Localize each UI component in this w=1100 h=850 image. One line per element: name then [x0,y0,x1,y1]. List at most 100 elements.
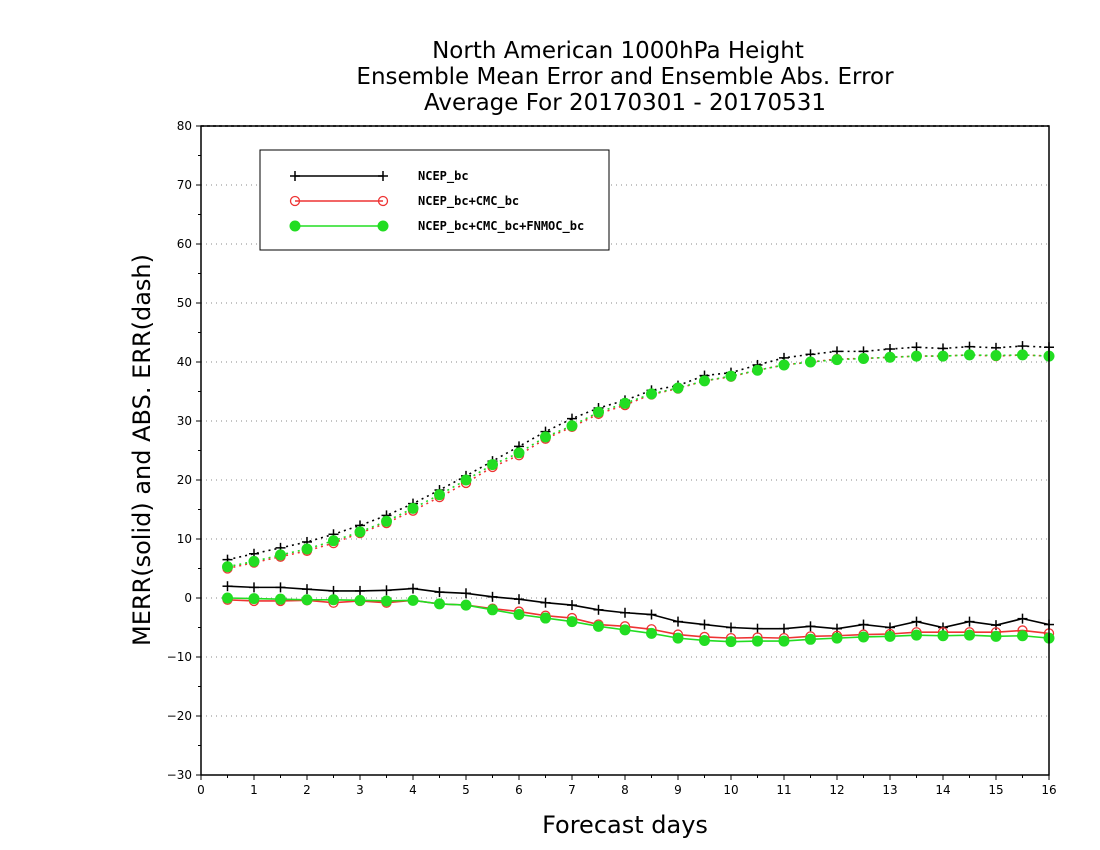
x-tick-label: 16 [1041,783,1056,797]
merr-point-ncep-bc-cmc-bc-fnmoc-bc [911,629,922,641]
merr-point-ncep-bc [381,585,392,596]
x-tick-label: 7 [568,783,576,797]
merr-point-ncep-bc [620,607,630,618]
abs-err-point-ncep-bc-cmc-bc-fnmoc-bc [858,352,869,364]
merr-point-ncep-bc-cmc-bc-fnmoc-bc [858,631,869,643]
merr-point-ncep-bc-cmc-bc-fnmoc-bc [725,636,737,648]
merr-point-ncep-bc-cmc-bc-fnmoc-bc [831,632,843,644]
abs-err-point-ncep-bc-cmc-bc-fnmoc-bc [699,375,710,387]
x-tick-label: 0 [197,783,205,797]
y-tick-label: 20 [177,473,192,487]
merr-point-ncep-bc-cmc-bc-fnmoc-bc [566,616,578,628]
merr-point-ncep-bc-cmc-bc-fnmoc-bc [434,598,445,610]
abs-err-point-ncep-bc-cmc-bc-fnmoc-bc [646,388,657,400]
y-tick-label: 30 [177,414,192,428]
merr-point-ncep-bc-cmc-bc-fnmoc-bc [805,633,816,645]
merr-point-ncep-bc-cmc-bc-fnmoc-bc [301,594,313,606]
merr-point-ncep-bc [434,587,445,598]
abs-err-point-ncep-bc-cmc-bc-fnmoc-bc [275,549,286,561]
merr-point-ncep-bc [964,616,975,627]
abs-err-point-ncep-bc-cmc-bc-fnmoc-bc [752,364,763,376]
merr-point-ncep-bc-cmc-bc-fnmoc-bc [275,593,286,605]
x-tick-label: 12 [829,783,844,797]
y-tick-label: 60 [177,237,192,251]
abs-err-point-ncep-bc-cmc-bc-fnmoc-bc [884,351,896,363]
legend-marker [377,195,389,207]
abs-err-point-ncep-bc-cmc-bc-fnmoc-bc [911,350,922,362]
abs-err-point-ncep-bc-cmc-bc-fnmoc-bc [222,561,233,573]
abs-err-point-ncep-bc-cmc-bc-fnmoc-bc [381,515,392,527]
x-axis-label: Forecast days [542,811,708,839]
abs-err-line-ncep-bc [227,345,1050,561]
abs-err-point-ncep-bc-cmc-bc-fnmoc-bc [434,489,445,501]
merr-point-ncep-bc [885,622,895,633]
y-tick-label: 10 [177,532,192,546]
merr-point-ncep-bc-cmc-bc-fnmoc-bc [699,634,710,646]
x-tick-label: 5 [462,783,470,797]
abs-err-point-ncep-bc-cmc-bc-fnmoc-bc [1017,349,1028,361]
abs-err-point-ncep-bc-cmc-bc-fnmoc-bc [407,502,419,514]
abs-err-point-ncep-bc-cmc-bc-fnmoc-bc [513,447,525,459]
series-ncep-bc-cmc-bc-fnmoc-bc [222,349,1055,648]
y-axis-label: MERR(solid) and ABS. ERR(dash) [128,254,156,646]
x-tick-label: 6 [515,783,523,797]
y-tick-label: 0 [184,591,192,605]
abs-err-point-ncep-bc-cmc-bc-fnmoc-bc [725,370,737,382]
merr-point-ncep-bc [1017,613,1028,624]
abs-err-point-ncep-bc-cmc-bc-fnmoc-bc [248,555,260,567]
merr-point-ncep-bc [461,588,471,599]
abs-err-point-ncep-bc-cmc-bc-fnmoc-bc [328,535,339,547]
merr-point-ncep-bc [911,616,922,627]
legend-label: NCEP_bc+CMC_bc+FNMOC_bc [418,219,584,234]
legend-box [259,149,610,251]
abs-err-point-ncep-bc-cmc-bc-fnmoc-bc [593,406,604,418]
merr-point-ncep-bc [275,582,286,593]
merr-point-ncep-bc [567,600,577,611]
merr-point-ncep-bc [355,585,365,596]
merr-point-ncep-bc [726,622,736,633]
merr-point-ncep-bc-cmc-bc-fnmoc-bc [672,632,684,644]
abs-err-point-ncep-bc-cmc-bc-fnmoc-bc [805,356,816,368]
legend: NCEP_bc NCEP_bc+CMC_bc NCEP_bc+CMC_bc+FNMO… [259,149,610,251]
merr-point-ncep-bc-cmc-bc-fnmoc-bc [884,630,896,642]
abs-err-point-ncep-bc-cmc-bc-fnmoc-bc [672,382,684,394]
merr-point-ncep-bc-cmc-bc-fnmoc-bc [752,635,763,647]
legend-label: NCEP_bc [418,169,469,184]
merr-point-ncep-bc-cmc-bc-fnmoc-bc [778,635,790,647]
merr-point-ncep-bc [858,619,869,630]
merr-point-ncep-bc [752,623,763,634]
y-tick-label: 50 [177,296,192,310]
x-tick-label: 4 [409,783,417,797]
merr-point-ncep-bc-cmc-bc-fnmoc-bc [460,599,472,611]
abs-err-point-ncep-bc-cmc-bc-fnmoc-bc [354,526,366,538]
merr-point-ncep-bc [249,582,259,593]
x-tick-label: 8 [621,783,629,797]
chart-title-line-1: North American 1000hPa Height [432,38,804,64]
x-tick-label: 1 [250,783,258,797]
y-tick-label: 40 [177,355,192,369]
merr-point-ncep-bc-cmc-bc-fnmoc-bc [964,629,975,641]
chart-title-line-3: Average For 20170301 - 20170531 [424,90,826,116]
merr-point-ncep-bc-cmc-bc-fnmoc-bc [619,624,631,636]
x-tick-label: 10 [723,783,738,797]
merr-point-ncep-bc [779,623,789,634]
abs-err-point-ncep-bc-cmc-bc-fnmoc-bc [566,420,578,432]
legend-marker [377,220,389,232]
y-tick-label: −10 [167,650,192,664]
abs-err-point-ncep-bc-cmc-bc-fnmoc-bc [778,359,790,371]
x-tick-label: 14 [935,783,950,797]
merr-point-ncep-bc-cmc-bc-fnmoc-bc [328,594,339,606]
y-tick-label: −30 [167,768,192,782]
abs-err-point-ncep-bc-cmc-bc-fnmoc-bc [301,543,313,555]
abs-err-point-ncep-bc-cmc-bc-fnmoc-bc [619,397,631,409]
abs-err-point-ncep-bc-cmc-bc-fnmoc-bc [937,350,949,362]
x-tick-label: 3 [356,783,364,797]
merr-point-ncep-bc [302,584,312,595]
merr-point-ncep-bc [540,597,551,608]
merr-point-ncep-bc [514,594,524,605]
abs-err-point-ncep-bc-cmc-bc-fnmoc-bc [487,459,498,471]
chart-title-line-2: Ensemble Mean Error and Ensemble Abs. Er… [356,64,894,90]
